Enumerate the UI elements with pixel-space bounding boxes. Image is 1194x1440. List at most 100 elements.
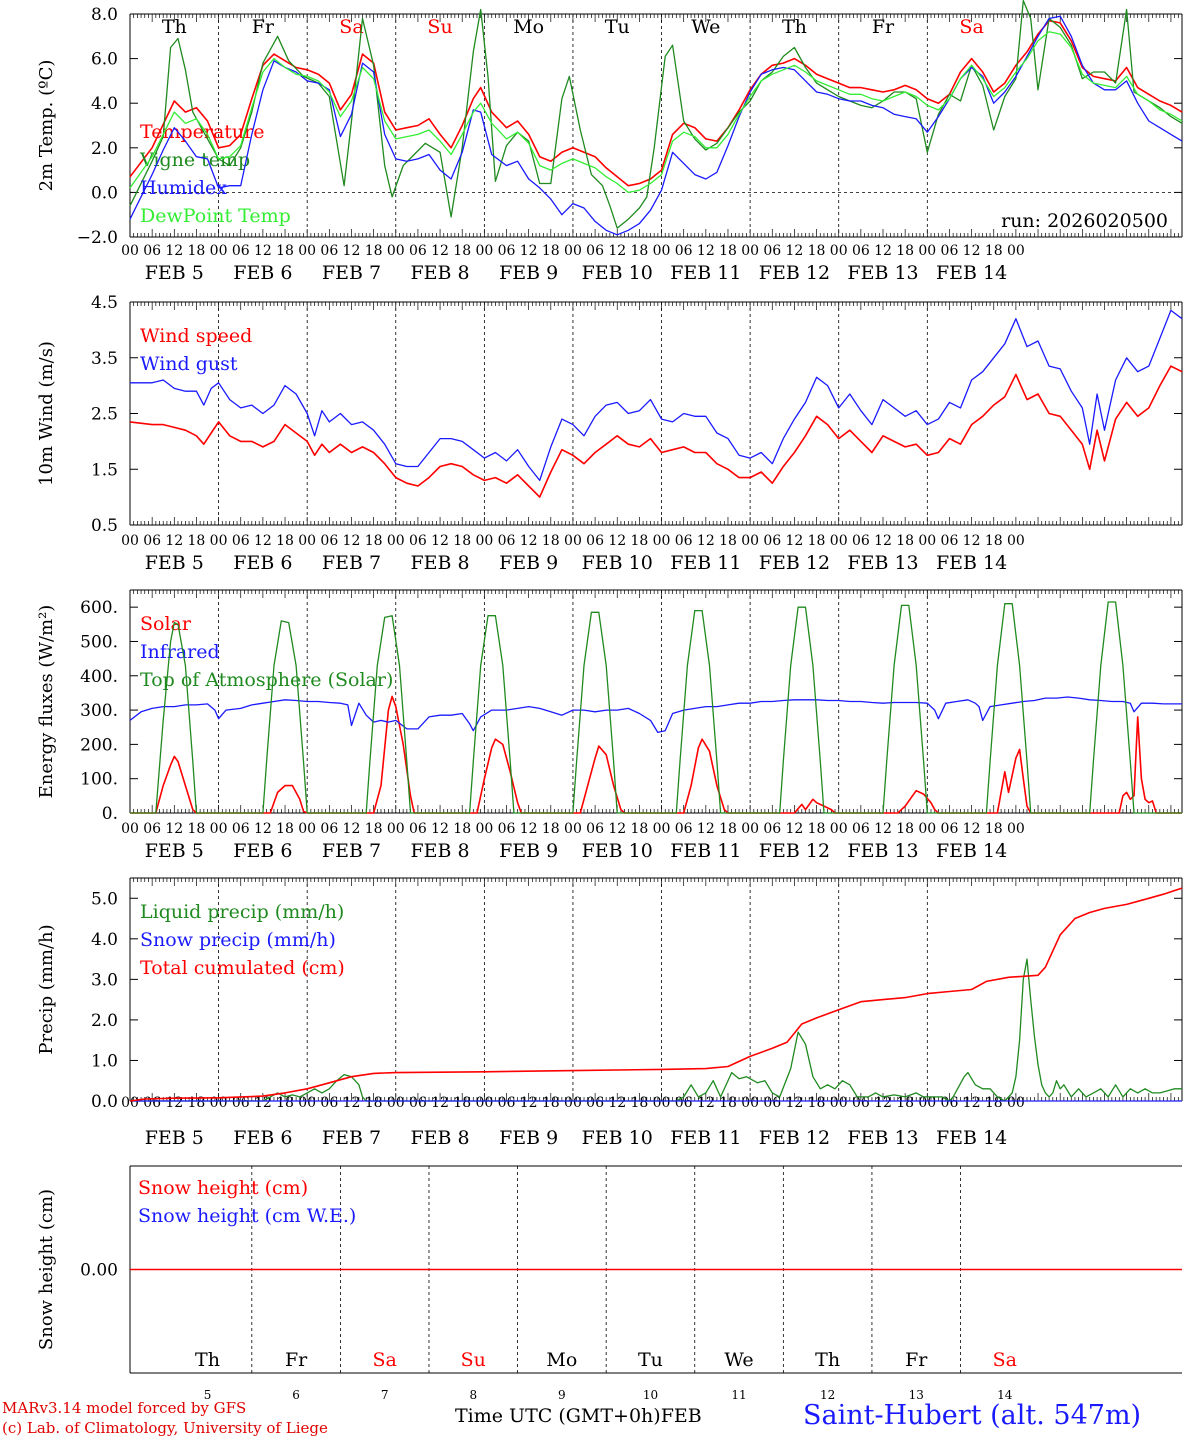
hour-tick-label: 12 [874, 1095, 892, 1111]
hour-tick-label: 00 [564, 1095, 582, 1111]
date-label: FEB 13 [847, 552, 918, 574]
hour-tick-label: 18 [630, 1095, 648, 1111]
day-abbr: Fr [872, 16, 895, 38]
hour-tick-label: 00 [387, 243, 405, 259]
date-label: FEB 14 [936, 840, 1007, 862]
y-tick-label: 600. [80, 598, 118, 618]
hour-tick-label: 06 [763, 821, 781, 837]
hour-tick-label: 06 [675, 821, 693, 837]
y-tick-label: 0.00 [80, 1261, 118, 1281]
hour-tick-label: 00 [210, 1095, 228, 1111]
hour-tick-label: 18 [896, 1095, 914, 1111]
hour-tick-label: 00 [210, 533, 228, 549]
hour-tick-label: 12 [343, 533, 361, 549]
series-line-humidex [129, 15, 1183, 236]
series-line-wind-speed [129, 365, 1183, 498]
hour-tick-label: 12 [165, 243, 183, 259]
hour-tick-label: 06 [763, 243, 781, 259]
hour-tick-label: 06 [143, 243, 161, 259]
legend-entry: Vigne temp [139, 149, 250, 171]
series-line-dewpoint-temp [129, 31, 1183, 194]
hour-tick-label: 18 [985, 1095, 1003, 1111]
y-tick-label: 100. [80, 770, 118, 790]
legend-entry: Wind speed [140, 325, 252, 347]
hour-tick-label: 12 [343, 1095, 361, 1111]
hour-tick-label: 18 [719, 1095, 737, 1111]
hour-tick-label: 06 [586, 533, 604, 549]
hour-tick-label: 00 [564, 533, 582, 549]
date-label: FEB 8 [410, 1127, 469, 1149]
y-tick-label: 4.0 [91, 94, 118, 114]
hour-tick-label: 06 [498, 243, 516, 259]
hour-tick-label: 18 [188, 1095, 206, 1111]
day-abbr: Mo [546, 1349, 577, 1371]
hour-tick-label: 12 [963, 243, 981, 259]
hour-tick-label: 00 [387, 821, 405, 837]
date-label: FEB 10 [582, 840, 653, 862]
date-label: FEB 11 [670, 1127, 741, 1149]
y-tick-label: 3.5 [91, 349, 118, 369]
date-label: FEB 6 [233, 262, 292, 284]
hour-tick-label: 12 [520, 533, 538, 549]
hour-tick-label: 06 [498, 533, 516, 549]
model-credit: MARv3.14 model forced by GFS [2, 1399, 247, 1417]
hour-tick-label: 18 [985, 821, 1003, 837]
date-label: FEB 13 [847, 840, 918, 862]
hour-tick-label: 06 [232, 821, 250, 837]
hour-tick-label: 00 [918, 533, 936, 549]
legend-entry: DewPoint Temp [140, 205, 291, 227]
hour-tick-label: 00 [830, 1095, 848, 1111]
day-number: 14 [997, 1388, 1013, 1402]
hour-tick-label: 18 [276, 533, 294, 549]
hour-tick-label: 12 [254, 243, 272, 259]
date-label: FEB 10 [582, 262, 653, 284]
hour-tick-label: 00 [387, 1095, 405, 1111]
day-number: 10 [643, 1388, 658, 1402]
legend-entry: Solar [140, 613, 192, 635]
date-label: FEB 7 [322, 840, 381, 862]
hour-tick-label: 00 [1007, 243, 1025, 259]
hour-tick-label: 12 [520, 821, 538, 837]
hour-tick-label: 18 [453, 821, 471, 837]
hour-tick-label: 00 [298, 533, 316, 549]
hour-tick-label: 06 [941, 821, 959, 837]
hour-tick-label: 00 [830, 821, 848, 837]
hour-tick-label: 06 [852, 821, 870, 837]
day-number: 7 [381, 1388, 389, 1402]
day-abbr: Sa [959, 16, 983, 38]
date-label: FEB 12 [759, 552, 830, 574]
hour-tick-label: 06 [320, 533, 338, 549]
legend-entry: Humidex [140, 177, 227, 199]
hour-tick-label: 00 [564, 821, 582, 837]
hour-tick-label: 00 [918, 821, 936, 837]
hour-tick-label: 06 [232, 243, 250, 259]
hour-tick-label: 00 [653, 533, 671, 549]
hour-tick-label: 12 [520, 1095, 538, 1111]
hour-tick-label: 18 [808, 533, 826, 549]
hour-tick-label: 18 [365, 1095, 383, 1111]
date-label: FEB 11 [670, 552, 741, 574]
hour-tick-label: 18 [630, 821, 648, 837]
hour-tick-label: 12 [697, 243, 715, 259]
hour-tick-label: 12 [431, 821, 449, 837]
hour-tick-label: 12 [697, 533, 715, 549]
date-label: FEB 7 [322, 262, 381, 284]
hour-tick-label: 00 [918, 1095, 936, 1111]
hour-tick-label: 18 [276, 821, 294, 837]
legend-entry: Wind gust [140, 353, 238, 375]
hour-tick-label: 18 [453, 243, 471, 259]
y-tick-label: 6.0 [91, 50, 118, 70]
legend-entry: Infrared [140, 641, 220, 663]
date-label: FEB 12 [759, 840, 830, 862]
hour-tick-label: 18 [896, 821, 914, 837]
hour-tick-label: 12 [697, 1095, 715, 1111]
hour-tick-label: 18 [453, 1095, 471, 1111]
hour-tick-label: 12 [431, 1095, 449, 1111]
hour-tick-label: 06 [409, 821, 427, 837]
hour-tick-label: 12 [520, 243, 538, 259]
hour-tick-label: 12 [343, 243, 361, 259]
day-abbr: Th [815, 1349, 840, 1371]
hour-tick-label: 18 [542, 533, 560, 549]
hour-tick-label: 18 [365, 821, 383, 837]
hour-tick-label: 18 [808, 821, 826, 837]
